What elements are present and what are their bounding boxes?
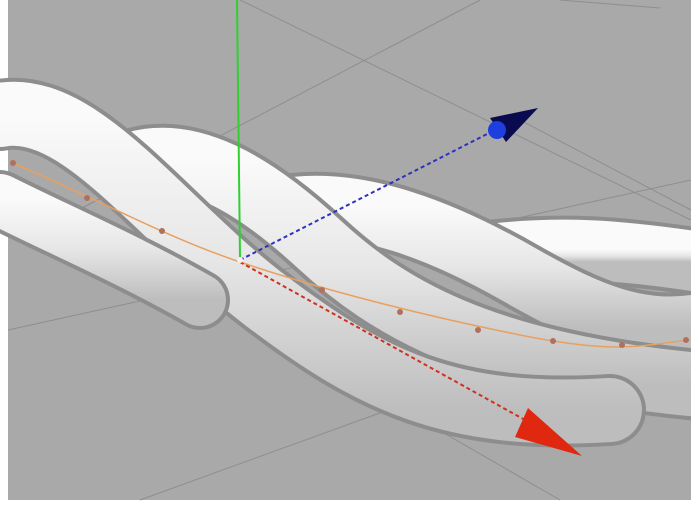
- spline-points: [10, 160, 689, 348]
- rope-strands: [0, 77, 691, 448]
- x-axis: [239, 261, 526, 421]
- spline-path: [9, 161, 691, 348]
- z-axis: [239, 129, 496, 261]
- y-axis: [236, 0, 241, 259]
- z-axis-handle: [488, 121, 506, 139]
- pivot: [237, 257, 243, 263]
- x-axis-cone: [515, 408, 582, 456]
